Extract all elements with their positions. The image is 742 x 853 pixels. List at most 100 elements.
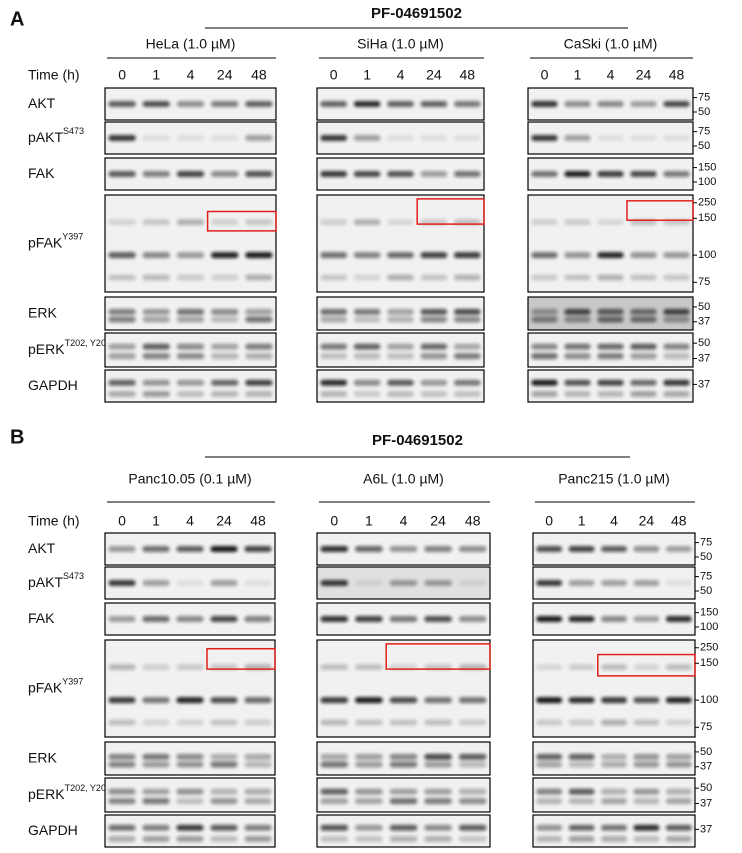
band <box>211 353 239 360</box>
band <box>108 788 136 795</box>
band <box>601 546 627 552</box>
band <box>355 580 383 586</box>
time-point: 4 <box>397 67 405 83</box>
band <box>211 343 239 350</box>
band <box>108 171 136 177</box>
band <box>245 135 273 141</box>
band <box>108 719 136 726</box>
time-point: 24 <box>216 513 232 529</box>
band <box>564 135 591 141</box>
band <box>244 824 272 831</box>
band <box>633 788 660 795</box>
band <box>424 580 452 586</box>
band <box>458 697 487 704</box>
band <box>564 316 591 323</box>
mw-marker: 37 <box>698 316 710 328</box>
band <box>353 274 381 281</box>
band <box>663 379 690 386</box>
blot-frame <box>104 332 277 368</box>
band <box>142 252 170 259</box>
band <box>320 616 349 622</box>
band <box>210 719 238 726</box>
blot-frame <box>316 194 485 293</box>
band <box>597 353 624 360</box>
row-label: pAKTS473 <box>28 126 84 144</box>
band <box>142 836 170 842</box>
band <box>108 824 136 831</box>
band <box>142 391 170 397</box>
mw-marker: 37 <box>698 352 710 364</box>
band <box>531 252 558 259</box>
time-point: 0 <box>541 67 549 83</box>
band <box>211 101 239 107</box>
band <box>142 788 170 795</box>
band <box>210 824 238 831</box>
band <box>355 697 383 704</box>
band <box>387 308 414 315</box>
cell-line: CaSki (1.0 µM) <box>564 36 658 52</box>
blot-background <box>105 778 275 812</box>
time-point: 1 <box>152 513 160 529</box>
band <box>630 135 657 141</box>
mw-marker: 50 <box>700 551 712 563</box>
band <box>245 101 273 107</box>
time-point: 1 <box>152 67 160 83</box>
time-point: 0 <box>330 67 338 83</box>
band <box>424 546 452 552</box>
band <box>458 753 487 760</box>
blot-frame <box>527 121 694 155</box>
band <box>564 343 591 350</box>
time-point: 4 <box>186 513 194 529</box>
band <box>389 546 418 552</box>
band <box>176 546 204 552</box>
band <box>424 719 452 726</box>
band <box>210 836 238 842</box>
band <box>176 753 204 760</box>
band <box>320 798 349 805</box>
band <box>245 171 273 177</box>
row-name: FAK <box>28 610 55 626</box>
band <box>633 824 660 831</box>
band <box>244 616 272 622</box>
band <box>142 753 170 760</box>
time-point: 48 <box>669 67 685 83</box>
band <box>320 171 348 177</box>
row-name: FAK <box>28 165 55 181</box>
row-label: pERKT202, Y204 <box>28 783 111 801</box>
blot-frame <box>316 639 491 738</box>
band <box>601 753 627 760</box>
band <box>108 316 136 323</box>
band <box>244 753 272 760</box>
mw-marker: 50 <box>700 782 712 794</box>
band <box>564 274 591 281</box>
band <box>353 135 381 141</box>
band <box>176 274 205 281</box>
band <box>142 546 170 552</box>
highlight-box <box>206 210 277 232</box>
band <box>568 664 595 671</box>
band <box>355 616 383 622</box>
band <box>633 580 660 586</box>
band <box>176 719 204 726</box>
band <box>108 308 136 315</box>
mw-marker: 37 <box>700 823 712 835</box>
band <box>245 219 273 226</box>
blot-frame <box>532 741 696 776</box>
band <box>176 580 204 586</box>
mw-marker: 50 <box>698 301 710 313</box>
blot-frame <box>316 777 491 813</box>
mw-marker: 100 <box>700 694 718 706</box>
band <box>633 697 660 704</box>
band <box>453 343 481 350</box>
row-name: ERK <box>28 749 57 765</box>
band <box>665 546 692 552</box>
band <box>665 761 692 768</box>
row-label: FAK <box>28 165 55 181</box>
band <box>564 252 591 259</box>
drug-title: PF-04691502 <box>371 5 462 22</box>
band <box>420 391 448 397</box>
band <box>458 824 487 831</box>
band <box>353 252 381 259</box>
band <box>663 101 690 107</box>
band <box>663 135 690 141</box>
